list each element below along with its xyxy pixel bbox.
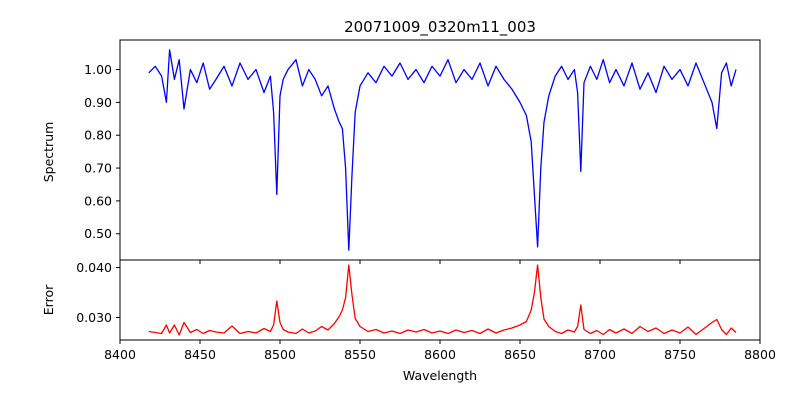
x-tick-label-3: 8550 bbox=[344, 347, 376, 362]
spectrum-axes-frame bbox=[119, 39, 761, 261]
error-series-line-0 bbox=[148, 264, 737, 336]
chart-title: 20071009_0320m11_003 bbox=[344, 18, 536, 37]
x-tick-label-5: 8650 bbox=[504, 347, 536, 362]
x-tick-label-1: 8450 bbox=[184, 347, 216, 362]
spectrum-y-tick-label-4: 0.90 bbox=[84, 95, 112, 110]
spectrum-y-tick-label-1: 0.60 bbox=[84, 193, 112, 208]
error-y-tick-label-1: 0.040 bbox=[76, 260, 112, 275]
x-tick-label-7: 8750 bbox=[664, 347, 696, 362]
spectrum-y-tick-label-5: 1.00 bbox=[84, 62, 112, 77]
spectrum-y-tick-label-2: 0.70 bbox=[84, 161, 112, 176]
x-tick-label-6: 8700 bbox=[584, 347, 616, 362]
x-tick-label-4: 8600 bbox=[424, 347, 456, 362]
error-panel: 0.030 0.040 8400 8450 8500 8550 8600 8650 8700 87… bbox=[76, 259, 776, 362]
spectrum-series-line-0 bbox=[148, 49, 737, 251]
spectrum-y-axis-label: Spectrum bbox=[41, 122, 56, 183]
error-y-axis-label: Error bbox=[41, 284, 56, 315]
x-tick-label-0: 8400 bbox=[104, 347, 136, 362]
error-y-tick-label-0: 0.030 bbox=[76, 310, 112, 325]
spectrum-y-tick-label-3: 0.80 bbox=[84, 128, 112, 143]
x-axis-label: Wavelength bbox=[403, 368, 477, 383]
x-tick-label-2: 8500 bbox=[264, 347, 296, 362]
x-tick-label-8: 8800 bbox=[744, 347, 776, 362]
error-axes-frame bbox=[119, 259, 761, 341]
spectrum-y-tick-label-0: 0.50 bbox=[84, 226, 112, 241]
spectrum-panel: 0.50 0.60 0.70 0.80 0.90 1.00 bbox=[84, 39, 761, 264]
